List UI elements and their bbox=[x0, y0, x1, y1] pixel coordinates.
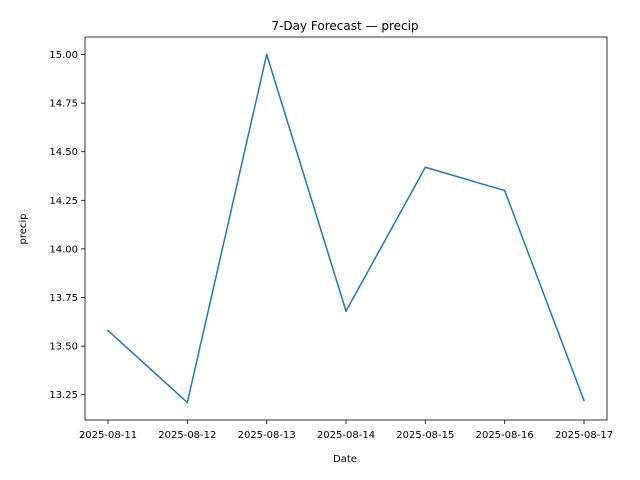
plot-frame bbox=[84, 36, 608, 421]
x-axis: 2025-08-11 2025-08-12 2025-08-13 2025-08-14… bbox=[79, 420, 613, 441]
x-tick-label: 2025-08-14 bbox=[317, 430, 375, 441]
y-tick-label: 13.25 bbox=[49, 390, 78, 401]
y-axis: 13.25 13.50 13.75 14.00 14.25 14.50 14.75 15.00 bbox=[49, 50, 85, 401]
x-tick-label: 2025-08-12 bbox=[158, 430, 216, 441]
y-tick-label: 14.50 bbox=[49, 147, 78, 158]
y-axis-label: precip bbox=[18, 213, 29, 244]
x-tick-label: 2025-08-15 bbox=[396, 430, 454, 441]
y-tick-label: 13.50 bbox=[49, 342, 78, 353]
y-tick-label: 14.25 bbox=[49, 196, 78, 207]
y-tick-label: 14.00 bbox=[49, 244, 78, 255]
data-point bbox=[503, 189, 506, 192]
data-point bbox=[186, 401, 189, 404]
data-point bbox=[345, 310, 347, 312]
x-axis-label: Date bbox=[333, 454, 357, 465]
y-tick-label: 13.75 bbox=[49, 293, 78, 304]
series-layer bbox=[107, 53, 585, 404]
series-line bbox=[107, 53, 585, 404]
y-tick-label: 15.00 bbox=[49, 50, 78, 61]
x-tick-label: 2025-08-17 bbox=[555, 430, 613, 441]
data-point bbox=[107, 329, 109, 332]
x-tick-label: 2025-08-16 bbox=[476, 430, 534, 441]
chart-title: 7-Day Forecast — precip bbox=[271, 19, 418, 33]
x-tick-label: 2025-08-11 bbox=[79, 430, 137, 441]
data-point bbox=[265, 53, 268, 56]
data-point bbox=[583, 399, 585, 402]
data-point bbox=[424, 166, 427, 169]
y-tick-label: 14.75 bbox=[49, 99, 78, 110]
x-tick-label: 2025-08-13 bbox=[238, 430, 296, 441]
